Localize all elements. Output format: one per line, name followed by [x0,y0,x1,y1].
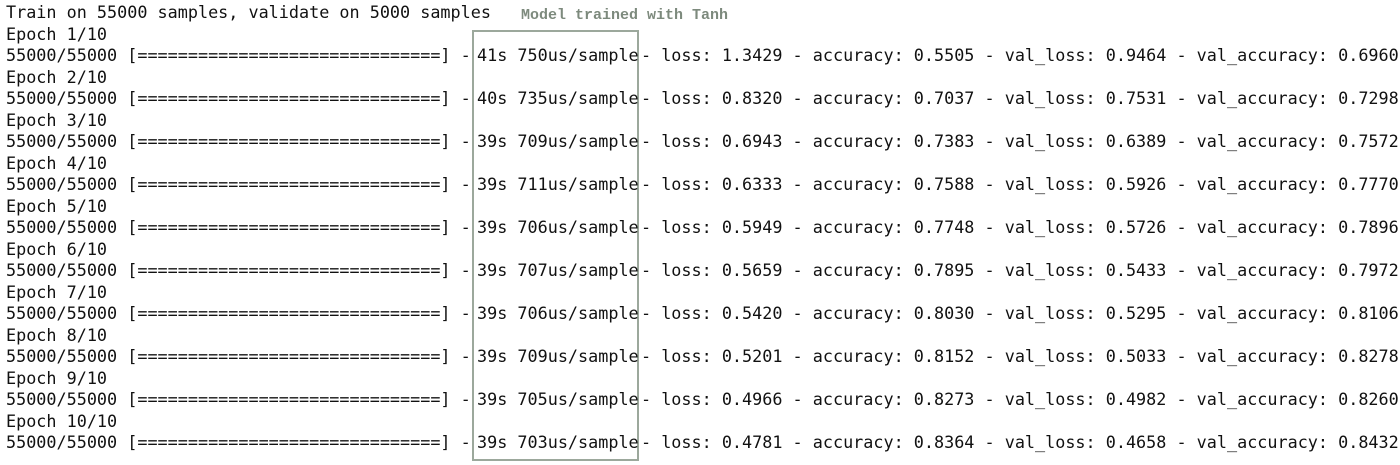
epoch-label: Epoch 8/10 [6,324,108,345]
highlight-box [472,30,639,461]
header-line: Train on 55000 samples, validate on 5000… [6,2,491,22]
progress-bar: 55000/55000 [===========================… [6,432,471,452]
timing: 39s 706us/sample [477,303,639,323]
epoch-label: Epoch 2/10 [6,66,108,87]
metrics: - loss: 0.6333 - accuracy: 0.7588 - val_… [641,174,1399,194]
epoch-label: Epoch 9/10 [6,367,108,388]
timing: 39s 711us/sample [477,174,639,194]
epoch-label: Epoch 5/10 [6,195,108,216]
metrics: - loss: 1.3429 - accuracy: 0.5505 - val_… [641,45,1399,65]
metrics: - loss: 0.8320 - accuracy: 0.7037 - val_… [641,88,1399,108]
progress-bar: 55000/55000 [===========================… [6,260,471,280]
progress-bar: 55000/55000 [===========================… [6,174,471,194]
metrics: - loss: 0.4781 - accuracy: 0.8364 - val_… [641,432,1399,452]
epoch-label: Epoch 10/10 [6,410,118,431]
timing: 39s 707us/sample [477,260,639,280]
metrics: - loss: 0.5659 - accuracy: 0.7895 - val_… [641,260,1399,280]
epoch-label: Epoch 4/10 [6,152,108,173]
metrics: - loss: 0.4966 - accuracy: 0.8273 - val_… [641,389,1399,409]
epoch-label: Epoch 7/10 [6,281,108,302]
progress-bar: 55000/55000 [===========================… [6,217,471,237]
timing: 39s 709us/sample [477,131,639,151]
timing: 40s 735us/sample [477,88,639,108]
metrics: - loss: 0.5949 - accuracy: 0.7748 - val_… [641,217,1399,237]
metrics: - loss: 0.5420 - accuracy: 0.8030 - val_… [641,303,1399,323]
epoch-label: Epoch 1/10 [6,23,108,44]
progress-bar: 55000/55000 [===========================… [6,303,471,323]
timing: 39s 709us/sample [477,346,639,366]
timing: 39s 703us/sample [477,432,639,452]
progress-bar: 55000/55000 [===========================… [6,389,471,409]
epoch-label: Epoch 6/10 [6,238,108,259]
annotation: Model trained with Tanh [521,7,729,24]
timing: 39s 705us/sample [477,389,639,409]
progress-bar: 55000/55000 [===========================… [6,346,471,366]
metrics: - loss: 0.5201 - accuracy: 0.8152 - val_… [641,346,1399,366]
timing: 39s 706us/sample [477,217,639,237]
progress-bar: 55000/55000 [===========================… [6,131,471,151]
epoch-label: Epoch 3/10 [6,109,108,130]
metrics: - loss: 0.6943 - accuracy: 0.7383 - val_… [641,131,1399,151]
progress-bar: 55000/55000 [===========================… [6,45,471,65]
timing: 41s 750us/sample [477,45,639,65]
progress-bar: 55000/55000 [===========================… [6,88,471,108]
